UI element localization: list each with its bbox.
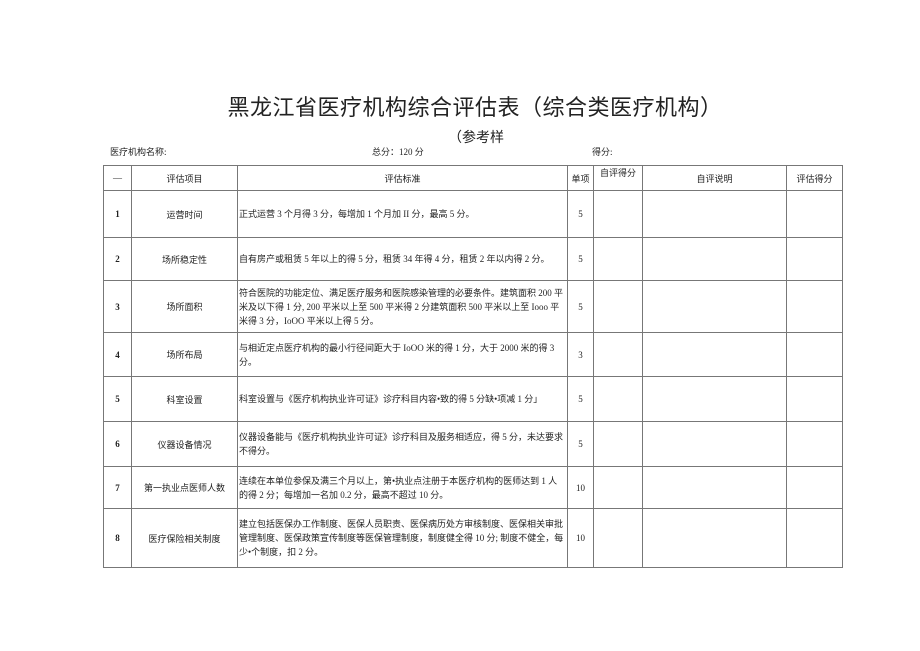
row-number: 4 xyxy=(103,332,132,377)
row-item: 场所稳定性 xyxy=(131,237,238,281)
row-self-score[interactable] xyxy=(593,508,643,568)
header-standard: 评估标准 xyxy=(237,165,568,191)
header-row: — 评估项目 评估标准 单项 自评得分 自评说明 评估得分 xyxy=(103,165,843,191)
row-single-score: 10 xyxy=(567,508,594,568)
row-self-note[interactable] xyxy=(642,508,787,568)
row-self-note[interactable] xyxy=(642,280,787,333)
row-self-note[interactable] xyxy=(642,332,787,377)
row-single-score: 5 xyxy=(567,421,594,467)
row-eval-score[interactable] xyxy=(786,508,843,568)
row-single-score: 5 xyxy=(567,237,594,281)
row-self-score[interactable] xyxy=(593,466,643,509)
row-eval-score[interactable] xyxy=(786,376,843,422)
row-eval-score[interactable] xyxy=(786,237,843,281)
row-single-score: 10 xyxy=(567,466,594,509)
row-standard: 与相近定点医疗机构的最小行径间距大于 IoOO 米的得 1 分，大于 2000 … xyxy=(237,332,568,377)
row-eval-score[interactable] xyxy=(786,332,843,377)
row-number: 1 xyxy=(103,190,132,238)
table-row: 6 仪器设备情况 仪器设备能与《医疗机构执业许可证》诊疗科目及服务相适应，得 5 分… xyxy=(103,421,843,467)
table-row: 5 科室设置 科室设置与《医疗机构执业许可证》诊疗科目内容•致的得 5 分缺•项减 … xyxy=(103,376,843,422)
row-number: 3 xyxy=(103,280,132,333)
row-number: 2 xyxy=(103,237,132,281)
row-item: 场所布局 xyxy=(131,332,238,377)
row-single-score: 3 xyxy=(567,332,594,377)
row-standard: 正式运营 3 个月得 3 分，每增加 1 个月加 II 分，最高 5 分。 xyxy=(237,190,568,238)
row-eval-score[interactable] xyxy=(786,280,843,333)
row-standard: 科室设置与《医疗机构执业许可证》诊疗科目内容•致的得 5 分缺•项减 1 分」 xyxy=(237,376,568,422)
total-score-label: 总分：120 分 xyxy=(372,147,424,157)
table-row: 7 第一执业点医师人数 连续在本单位参保及满三个月以上，第•执业点注册于本医疗机构的… xyxy=(103,466,843,509)
row-single-score: 5 xyxy=(567,280,594,333)
row-number: 8 xyxy=(103,508,132,568)
row-self-score[interactable] xyxy=(593,190,643,238)
row-item: 场所面积 xyxy=(131,280,238,333)
table-row: 3 场所面积 符合医院的功能定位、满足医疗服务和医院感染管理的必要条件。建筑面积 2… xyxy=(103,280,843,333)
row-eval-score[interactable] xyxy=(786,190,843,238)
row-self-note[interactable] xyxy=(642,237,787,281)
header-no: — xyxy=(103,165,132,191)
row-self-note[interactable] xyxy=(642,190,787,238)
table-row: 1 运营时间 正式运营 3 个月得 3 分，每增加 1 个月加 II 分，最高 5 … xyxy=(103,190,843,238)
row-self-note[interactable] xyxy=(642,466,787,509)
row-standard: 建立包括医保办工作制度、医保人员职责、医保病历处方审核制度、医保相关审批管理制度… xyxy=(237,508,568,568)
document-title: 黑龙江省医疗机构综合评估表（综合类医疗机构） xyxy=(227,95,723,120)
row-item: 第一执业点医师人数 xyxy=(131,466,238,509)
score-label: 得分: xyxy=(592,147,613,157)
header-self-score: 自评得分 xyxy=(593,165,643,191)
row-number: 7 xyxy=(103,466,132,509)
table-row: 2 场所稳定性 自有房产或租赁 5 年以上的得 5 分，租赁 34 年得 4 分，租… xyxy=(103,237,843,281)
row-self-score[interactable] xyxy=(593,421,643,467)
row-item: 运营时间 xyxy=(131,190,238,238)
row-standard: 仪器设备能与《医疗机构执业许可证》诊疗科目及服务相适应，得 5 分，未达要求不得… xyxy=(237,421,568,467)
row-eval-score[interactable] xyxy=(786,466,843,509)
row-standard: 连续在本单位参保及满三个月以上，第•执业点注册于本医疗机构的医师达到 1 人的得… xyxy=(237,466,568,509)
table-row: 4 场所布局 与相近定点医疗机构的最小行径间距大于 IoOO 米的得 1 分，大于 … xyxy=(103,332,843,377)
header-item: 评估项目 xyxy=(131,165,238,191)
row-number: 5 xyxy=(103,376,132,422)
row-item: 科室设置 xyxy=(131,376,238,422)
row-self-score[interactable] xyxy=(593,237,643,281)
row-eval-score[interactable] xyxy=(786,421,843,467)
row-self-score[interactable] xyxy=(593,280,643,333)
row-self-note[interactable] xyxy=(642,376,787,422)
row-single-score: 5 xyxy=(567,376,594,422)
row-self-score[interactable] xyxy=(593,376,643,422)
row-item: 仪器设备情况 xyxy=(131,421,238,467)
row-self-note[interactable] xyxy=(642,421,787,467)
evaluation-table: — 评估项目 评估标准 单项 自评得分 自评说明 评估得分 1 运营时间 正式运营 … xyxy=(103,165,843,568)
table-row: 8 医疗保险相关制度 建立包括医保办工作制度、医保人员职责、医保病历处方审核制度、医… xyxy=(103,508,843,568)
row-standard: 符合医院的功能定位、满足医疗服务和医院感染管理的必要条件。建筑面积 200 平米… xyxy=(237,280,568,333)
header-self-note: 自评说明 xyxy=(642,165,787,191)
header-eval-score: 评估得分 xyxy=(786,165,843,191)
document-subtitle: （参考样 xyxy=(448,131,504,146)
row-number: 6 xyxy=(103,421,132,467)
row-single-score: 5 xyxy=(567,190,594,238)
header-single: 单项 xyxy=(567,165,594,191)
row-item: 医疗保险相关制度 xyxy=(131,508,238,568)
institution-name-label: 医疗机构名称: xyxy=(110,147,167,157)
row-standard: 自有房产或租赁 5 年以上的得 5 分，租赁 34 年得 4 分，租赁 2 年以… xyxy=(237,237,568,281)
row-self-score[interactable] xyxy=(593,332,643,377)
